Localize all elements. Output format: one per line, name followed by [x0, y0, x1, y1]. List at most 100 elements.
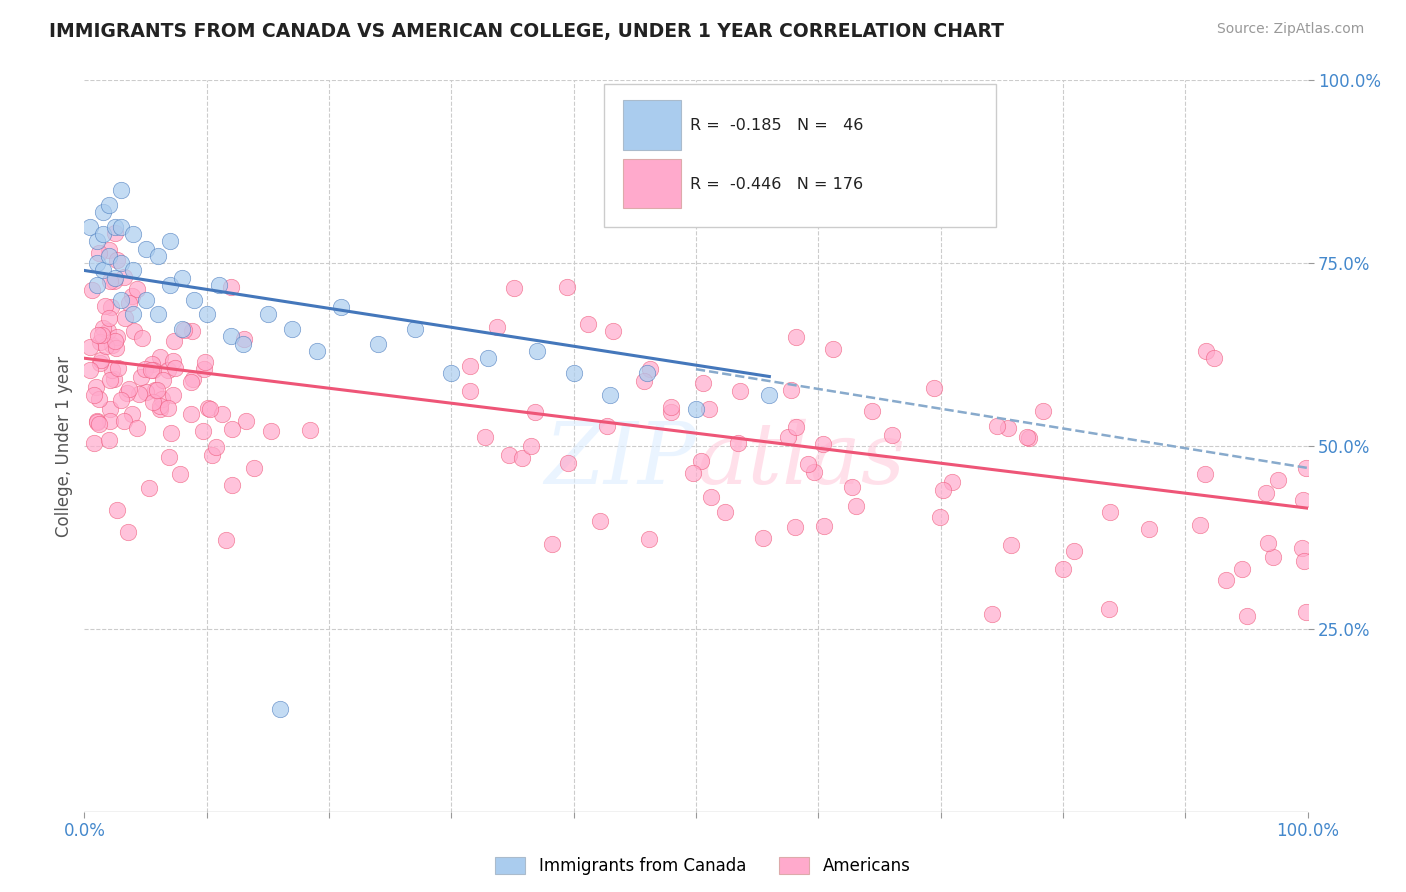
Point: [458, 384, 481, 398]
Point: [100, 414, 122, 428]
Point: [129, 369, 152, 384]
Point: [105, 503, 128, 517]
Point: [91, 320, 114, 334]
Point: [440, 366, 463, 380]
Point: [91, 205, 114, 219]
Point: [162, 387, 184, 401]
Point: [127, 282, 149, 296]
Point: [98, 243, 121, 257]
Point: [797, 457, 820, 471]
Point: [98, 373, 121, 387]
Point: [104, 270, 127, 285]
Point: [121, 407, 143, 421]
Point: [524, 405, 547, 419]
Point: [142, 363, 165, 377]
Point: [135, 293, 157, 307]
Point: [783, 520, 806, 534]
Point: [138, 481, 160, 495]
Point: [1294, 554, 1316, 568]
Point: [193, 361, 215, 376]
Point: [1015, 430, 1038, 444]
Point: [803, 465, 825, 479]
Point: [219, 329, 242, 343]
Point: [84, 380, 107, 394]
Point: [692, 376, 714, 390]
Point: [112, 269, 135, 284]
Point: [785, 419, 807, 434]
Point: [845, 499, 868, 513]
Point: [87, 245, 110, 260]
Point: [477, 351, 499, 366]
Point: [367, 336, 389, 351]
Point: [485, 320, 508, 334]
Point: [503, 281, 526, 295]
Point: [540, 537, 562, 551]
Text: Source: ZipAtlas.com: Source: ZipAtlas.com: [1216, 22, 1364, 37]
Point: [997, 420, 1019, 434]
Point: [498, 448, 520, 462]
Point: [107, 360, 129, 375]
Point: [110, 256, 132, 270]
Point: [1291, 492, 1313, 507]
Point: [180, 375, 202, 389]
Point: [458, 359, 481, 373]
Text: atlas: atlas: [696, 419, 905, 502]
Point: [149, 350, 172, 364]
Point: [89, 356, 111, 370]
Point: [146, 384, 169, 398]
Point: [633, 375, 655, 389]
Point: [638, 361, 661, 376]
Point: [104, 227, 127, 241]
Point: [172, 270, 194, 285]
Point: [602, 324, 624, 338]
Point: [211, 407, 233, 421]
Point: [685, 402, 707, 417]
Point: [235, 414, 257, 428]
Point: [260, 425, 283, 439]
Point: [841, 480, 863, 494]
Point: [638, 532, 661, 546]
Point: [1215, 573, 1237, 587]
Point: [87, 327, 110, 342]
Point: [197, 401, 219, 416]
Point: [813, 519, 835, 533]
Point: [882, 427, 904, 442]
Point: [89, 392, 111, 407]
Point: [776, 430, 799, 444]
Point: [163, 334, 186, 348]
Point: [980, 607, 1002, 621]
Point: [91, 227, 114, 241]
Point: [659, 400, 682, 414]
Point: [86, 234, 108, 248]
Point: [97, 324, 120, 338]
Point: [243, 460, 266, 475]
Point: [122, 227, 145, 241]
Point: [195, 307, 218, 321]
Point: [110, 183, 132, 197]
Point: [89, 335, 111, 350]
Point: [141, 357, 163, 371]
Point: [98, 434, 121, 448]
Point: [1267, 474, 1289, 488]
Point: [157, 363, 180, 377]
Point: [118, 382, 141, 396]
Point: [305, 343, 328, 358]
Point: [811, 436, 834, 450]
Point: [555, 279, 578, 293]
Point: [163, 361, 186, 376]
Point: [150, 392, 173, 407]
Point: [779, 383, 801, 397]
Point: [159, 234, 181, 248]
Point: [134, 361, 156, 376]
Point: [823, 342, 845, 356]
Point: [157, 450, 180, 464]
Point: [183, 371, 205, 385]
Point: [86, 415, 108, 429]
Point: [1018, 431, 1040, 445]
Point: [86, 256, 108, 270]
Point: [139, 362, 162, 376]
Point: [201, 448, 224, 462]
Point: [1099, 504, 1122, 518]
Point: [152, 373, 174, 387]
Point: [104, 334, 127, 348]
